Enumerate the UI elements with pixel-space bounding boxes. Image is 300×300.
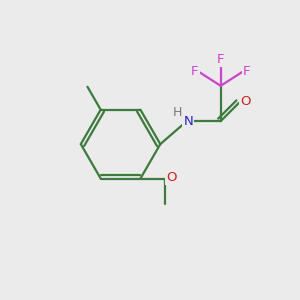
Text: O: O <box>166 171 176 184</box>
Text: F: F <box>243 64 250 78</box>
Text: F: F <box>191 64 199 78</box>
Text: O: O <box>240 95 251 108</box>
Text: N: N <box>183 115 193 128</box>
Text: F: F <box>217 53 224 66</box>
Text: H: H <box>173 106 182 119</box>
